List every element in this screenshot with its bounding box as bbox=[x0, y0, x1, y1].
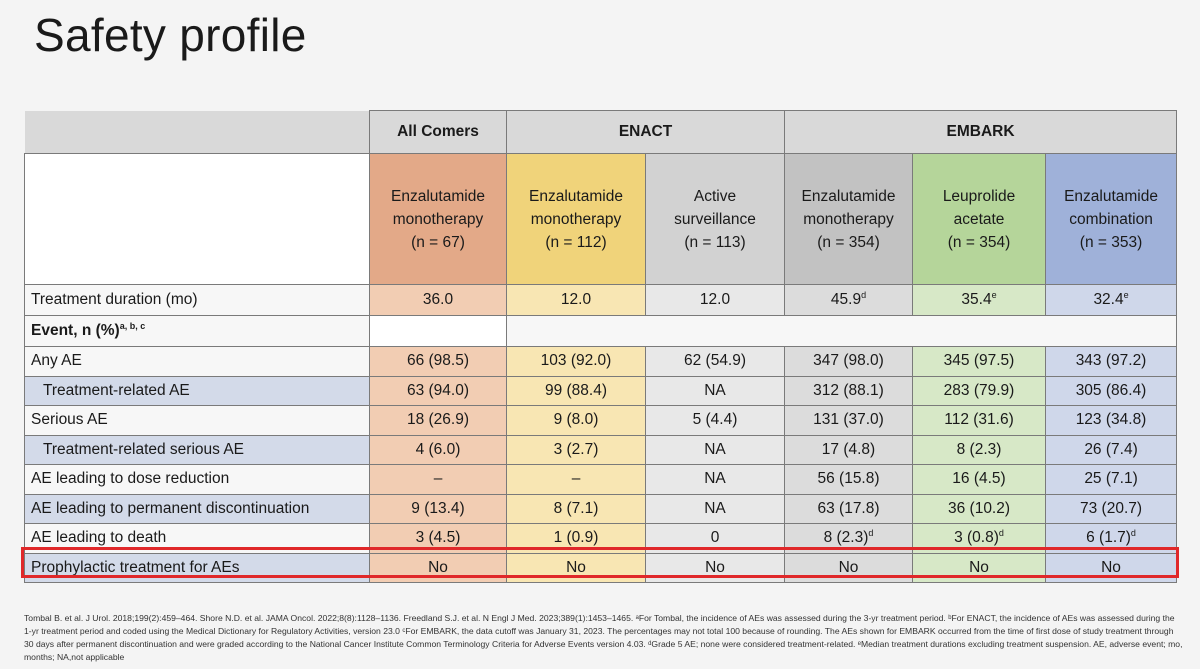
cell-value: 17 (4.8) bbox=[784, 434, 914, 465]
cell-value: 63 (17.8) bbox=[784, 493, 914, 524]
cell-value: 103 (92.0) bbox=[506, 346, 646, 377]
cell-value: 4 (6.0) bbox=[369, 434, 507, 465]
cell-value: 1 (0.9) bbox=[506, 523, 646, 554]
cell-value: No bbox=[369, 552, 507, 583]
cell-value: 131 (37.0) bbox=[784, 405, 914, 436]
cell-value: – bbox=[369, 464, 507, 495]
duration-value: 12.0 bbox=[644, 284, 786, 316]
cell-value: 0 bbox=[644, 523, 786, 554]
cell-value: No bbox=[784, 552, 914, 583]
arm-label-blank bbox=[24, 153, 370, 285]
group-embark: EMBARK bbox=[784, 110, 1178, 154]
cell-value: 9 (13.4) bbox=[369, 493, 507, 524]
cell-value: 123 (34.8) bbox=[1045, 405, 1178, 436]
arm-embark-leuprolide: Leuprolide acetate (n = 354) bbox=[912, 153, 1047, 285]
table-row: AE leading to permanent discontinuation 9… bbox=[24, 493, 1178, 524]
corner-cell bbox=[24, 110, 370, 154]
cell-value: 66 (98.5) bbox=[369, 346, 507, 377]
event-header-blank bbox=[369, 315, 507, 347]
group-all-comers: All Comers bbox=[369, 110, 507, 154]
cell-value: 26 (7.4) bbox=[1045, 434, 1178, 465]
arm-enact-enzalutamide: Enzalutamide monotherapy (n = 112) bbox=[506, 153, 646, 285]
duration-value: 36.0 bbox=[369, 284, 507, 316]
duration-value: 35.4e bbox=[912, 284, 1047, 316]
table-row: Prophylactic treatment for AEs No No No No No… bbox=[24, 552, 1178, 583]
group-enact: ENACT bbox=[505, 110, 786, 154]
cell-value: 36 (10.2) bbox=[912, 493, 1047, 524]
cell-value: 99 (88.4) bbox=[506, 375, 646, 406]
row-label: Serious AE bbox=[24, 405, 370, 436]
table-row: AE leading to death 3 (4.5) 1 (0.9) 0 8 (2.3… bbox=[24, 523, 1178, 554]
cell-value: 6 (1.7)d bbox=[1045, 523, 1178, 554]
duration-label: Treatment duration (mo) bbox=[24, 284, 370, 316]
cell-value: 62 (54.9) bbox=[644, 346, 786, 377]
table-row: Serious AE 18 (26.9) 9 (8.0) 5 (4.4) 131 (37… bbox=[24, 405, 1178, 436]
cell-value: No bbox=[912, 552, 1047, 583]
duration-value: 45.9d bbox=[784, 284, 914, 316]
duration-row: Treatment duration (mo) 36.0 12.0 12.0 4… bbox=[24, 284, 1178, 316]
cell-value: 9 (8.0) bbox=[506, 405, 646, 436]
cell-value: 283 (79.9) bbox=[912, 375, 1047, 406]
cell-value: 3 (0.8)d bbox=[912, 523, 1047, 554]
safety-table: All Comers ENACT EMBARK Enzalutamide mono… bbox=[24, 110, 1178, 583]
cell-value: 73 (20.7) bbox=[1045, 493, 1178, 524]
arm-enact-surveillance: Active surveillance (n = 113) bbox=[644, 153, 786, 285]
row-label: Prophylactic treatment for AEs bbox=[24, 552, 370, 583]
arm-all-comers-enzalutamide: Enzalutamide monotherapy (n = 67) bbox=[369, 153, 507, 285]
arm-embark-enzalutamide-mono: Enzalutamide monotherapy (n = 354) bbox=[784, 153, 914, 285]
cell-value: 3 (4.5) bbox=[369, 523, 507, 554]
event-header-row: Event, n (%)a, b, c bbox=[24, 315, 1178, 347]
footnote: Tombal B. et al. J Urol. 2018;199(2):459… bbox=[24, 613, 1183, 662]
cell-value: 5 (4.4) bbox=[644, 405, 786, 436]
cell-value: 8 (2.3)d bbox=[784, 523, 914, 554]
cell-value: 345 (97.5) bbox=[912, 346, 1047, 377]
cell-value: 112 (31.6) bbox=[912, 405, 1047, 436]
row-label: AE leading to dose reduction bbox=[24, 464, 370, 495]
event-header-blank-wide bbox=[505, 315, 1178, 347]
cell-value: 25 (7.1) bbox=[1045, 464, 1178, 495]
row-label: Treatment-related AE bbox=[24, 375, 370, 406]
arm-embark-combination: Enzalutamide combination (n = 353) bbox=[1045, 153, 1178, 285]
cell-value: No bbox=[506, 552, 646, 583]
cell-value: 56 (15.8) bbox=[784, 464, 914, 495]
cell-value: 343 (97.2) bbox=[1045, 346, 1178, 377]
table-row: Any AE 66 (98.5) 103 (92.0) 62 (54.9) 347 (9… bbox=[24, 346, 1178, 377]
row-label: AE leading to permanent discontinuation bbox=[24, 493, 370, 524]
cell-value: 18 (26.9) bbox=[369, 405, 507, 436]
table-row: AE leading to dose reduction – – NA 56 (15.8… bbox=[24, 464, 1178, 495]
row-label: Any AE bbox=[24, 346, 370, 377]
cell-value: NA bbox=[644, 434, 786, 465]
cell-value: 63 (94.0) bbox=[369, 375, 507, 406]
table-row: Treatment-related serious AE 4 (6.0) 3 (2.… bbox=[24, 434, 1178, 465]
cell-value: NA bbox=[644, 464, 786, 495]
cell-value: 16 (4.5) bbox=[912, 464, 1047, 495]
slide-title: Safety profile bbox=[34, 9, 307, 61]
cell-value: 8 (7.1) bbox=[506, 493, 646, 524]
cell-value: 8 (2.3) bbox=[912, 434, 1047, 465]
duration-value: 32.4e bbox=[1045, 284, 1178, 316]
cell-value: – bbox=[506, 464, 646, 495]
cell-value: 347 (98.0) bbox=[784, 346, 914, 377]
cell-value: 3 (2.7) bbox=[506, 434, 646, 465]
cell-value: No bbox=[1045, 552, 1178, 583]
group-header-row: All Comers ENACT EMBARK bbox=[24, 110, 1178, 154]
ae-table-body: Any AE 66 (98.5) 103 (92.0) 62 (54.9) 347 (9… bbox=[24, 346, 1178, 583]
cell-value: No bbox=[644, 552, 786, 583]
cell-value: NA bbox=[644, 493, 786, 524]
arm-header-row: Enzalutamide monotherapy (n = 67) Enzaluta… bbox=[24, 153, 1178, 285]
event-header-label: Event, n (%)a, b, c bbox=[24, 315, 370, 347]
cell-value: 312 (88.1) bbox=[784, 375, 914, 406]
cell-value: 305 (86.4) bbox=[1045, 375, 1178, 406]
row-label: Treatment-related serious AE bbox=[24, 434, 370, 465]
duration-value: 12.0 bbox=[506, 284, 646, 316]
row-label: AE leading to death bbox=[24, 523, 370, 554]
cell-value: NA bbox=[644, 375, 786, 406]
table-row: Treatment-related AE 63 (94.0) 99 (88.4) NA… bbox=[24, 375, 1178, 406]
